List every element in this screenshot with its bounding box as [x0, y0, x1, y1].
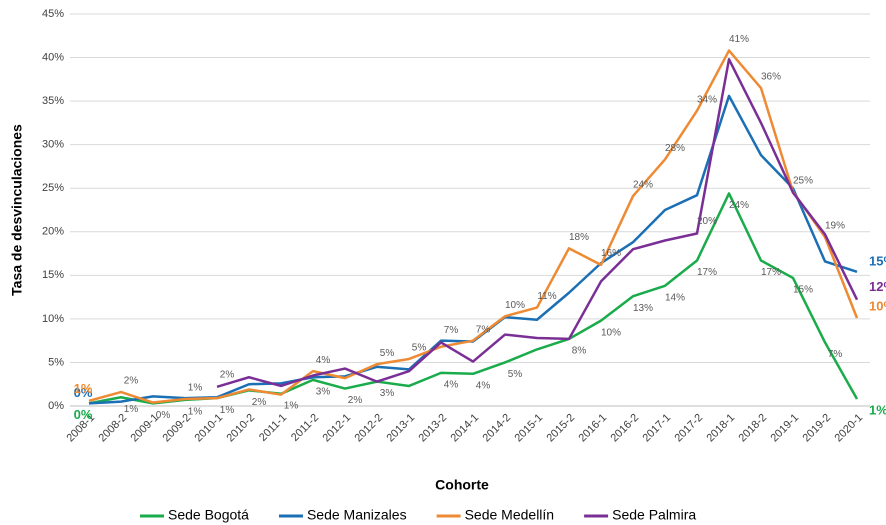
- data-label: 7%: [444, 325, 459, 336]
- data-label: 1%: [220, 405, 235, 416]
- legend-label: Sede Bogotá: [168, 507, 249, 523]
- y-tick-label: 35%: [42, 95, 64, 107]
- x-tick-label: 2019-2: [800, 412, 833, 445]
- data-label: 2%: [252, 397, 267, 408]
- data-label: 15%: [793, 285, 813, 296]
- x-tick-label: 2013-1: [384, 412, 417, 445]
- x-tick-label: 2014-2: [480, 412, 513, 445]
- x-tick-label: 2015-1: [512, 412, 545, 445]
- data-label: 8%: [572, 346, 587, 357]
- data-label: 0%: [156, 410, 171, 421]
- x-tick-label: 2008-2: [96, 412, 129, 445]
- data-label: 1%: [188, 407, 203, 418]
- data-label: 5%: [412, 343, 427, 354]
- x-tick-label: 2016-2: [608, 412, 641, 445]
- data-label: 10%: [505, 300, 525, 311]
- x-tick-label: 2017-1: [640, 412, 673, 445]
- data-label: 18%: [569, 232, 589, 243]
- data-label: 7%: [828, 349, 843, 360]
- data-label: 4%: [476, 380, 491, 391]
- y-tick-label: 15%: [42, 269, 64, 281]
- y-tick-label: 25%: [42, 182, 64, 194]
- y-axis-title: Tasa de desvinculaciones: [9, 124, 25, 296]
- y-tick-label: 20%: [42, 226, 64, 238]
- data-label: 3%: [380, 388, 395, 399]
- data-label: 1%: [284, 400, 299, 411]
- x-tick-label: 2014-1: [448, 412, 481, 445]
- data-label: 2%: [124, 376, 139, 387]
- data-label: 3%: [316, 387, 331, 398]
- data-label: 34%: [697, 94, 717, 105]
- data-label: 5%: [508, 369, 523, 380]
- data-label: 2%: [348, 395, 363, 406]
- x-tick-label: 2015-2: [544, 412, 577, 445]
- data-label: 24%: [729, 200, 749, 211]
- data-label: 20%: [697, 216, 717, 227]
- data-label: 17%: [761, 267, 781, 278]
- series-line: [88, 49, 859, 404]
- y-tick-label: 45%: [42, 8, 64, 20]
- data-label: 25%: [793, 175, 813, 186]
- data-label: 2%: [220, 369, 235, 380]
- data-label: 0%: [74, 407, 93, 422]
- data-label: 13%: [633, 303, 653, 314]
- data-label: 12%: [869, 279, 886, 294]
- x-tick-label: 2019-1: [768, 412, 801, 445]
- data-label: 19%: [825, 221, 845, 232]
- y-tick-label: 0%: [48, 400, 64, 412]
- y-tick-label: 40%: [42, 51, 64, 63]
- x-tick-label: 2011-1: [257, 412, 289, 444]
- x-tick-label: 2012-1: [320, 412, 353, 445]
- data-label: 14%: [665, 292, 685, 303]
- data-label: 11%: [537, 291, 556, 302]
- data-label: 10%: [601, 327, 621, 338]
- data-label: 0%: [74, 385, 93, 400]
- y-tick-label: 10%: [42, 313, 64, 325]
- x-tick-label: 2018-2: [736, 412, 769, 445]
- legend-label: Sede Medellín: [465, 507, 555, 523]
- data-label: 17%: [697, 267, 717, 278]
- x-axis-title: Cohorte: [435, 477, 489, 493]
- x-tick-label: 2017-2: [672, 412, 705, 445]
- data-label: 4%: [444, 380, 459, 391]
- data-label: 41%: [729, 34, 749, 45]
- y-tick-label: 30%: [42, 139, 64, 151]
- data-label: 7%: [476, 324, 491, 335]
- x-tick-label: 2020-1: [832, 412, 865, 445]
- x-tick-label: 2016-1: [576, 412, 609, 445]
- data-label: 1%: [74, 381, 93, 396]
- data-label: 15%: [869, 253, 886, 268]
- data-label: 24%: [633, 180, 653, 191]
- x-tick-label: 2013-2: [416, 412, 449, 445]
- data-label: 4%: [316, 355, 331, 366]
- data-label: 36%: [761, 72, 781, 83]
- series-line: [216, 58, 859, 389]
- y-tick-label: 5%: [48, 356, 64, 368]
- data-label: 1%: [124, 404, 139, 415]
- data-label: 16%: [601, 248, 621, 259]
- legend-label: Sede Palmira: [612, 507, 696, 523]
- data-label: 1%: [869, 402, 886, 417]
- data-label: 28%: [665, 143, 685, 154]
- x-tick-label: 2010-2: [224, 412, 257, 445]
- x-tick-label: 2011-2: [289, 412, 321, 444]
- data-label: 10%: [869, 298, 886, 313]
- x-tick-label: 2012-2: [352, 412, 385, 445]
- data-label: 5%: [380, 348, 395, 359]
- x-tick-label: 2018-1: [704, 412, 737, 445]
- series-line: [88, 94, 858, 405]
- series-line: [88, 192, 859, 405]
- legend-label: Sede Manizales: [307, 507, 407, 523]
- data-label: 1%: [188, 383, 203, 394]
